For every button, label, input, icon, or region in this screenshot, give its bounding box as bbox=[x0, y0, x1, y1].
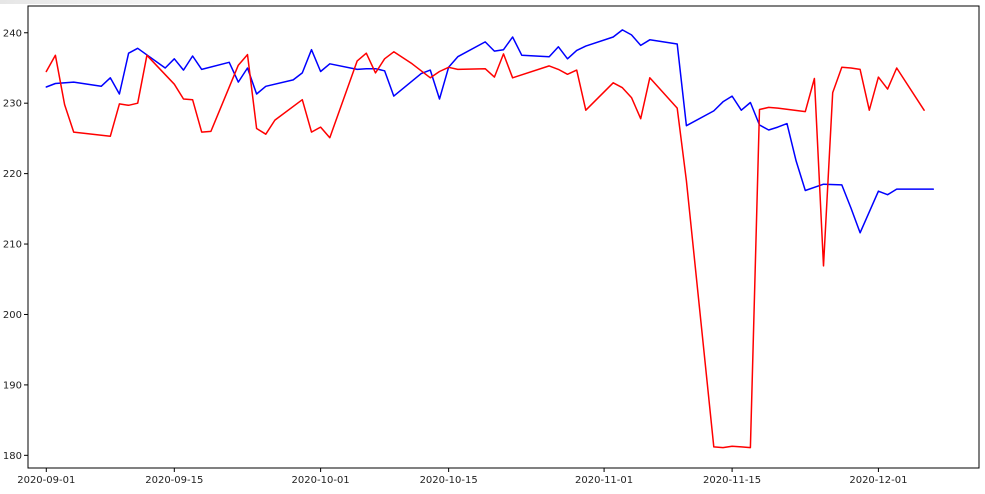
y-tick-label: 180 bbox=[3, 451, 22, 462]
plot-frame bbox=[27, 5, 980, 469]
series-line-0 bbox=[45, 29, 935, 234]
y-axis: 180 190 200 210 220 230 240 bbox=[3, 28, 28, 462]
y-tick-label: 240 bbox=[3, 28, 22, 39]
x-tick-label: 2020-09-01 bbox=[17, 475, 75, 486]
x-tick-label: 2020-10-15 bbox=[420, 475, 478, 486]
x-tick-label: 2020-10-01 bbox=[292, 475, 350, 486]
y-tick-label: 220 bbox=[3, 169, 22, 180]
x-axis: 2020-09-01 2020-09-15 2020-10-01 2020-10-15… bbox=[17, 468, 907, 486]
series-line-1 bbox=[45, 51, 925, 449]
x-tick-label: 2020-11-15 bbox=[703, 475, 761, 486]
series-layer bbox=[45, 29, 935, 449]
y-tick-label: 200 bbox=[3, 310, 22, 321]
y-tick-label: 210 bbox=[3, 240, 22, 251]
y-tick-label: 190 bbox=[3, 380, 22, 391]
x-tick-label: 2020-11-01 bbox=[575, 475, 633, 486]
x-tick-label: 2020-09-15 bbox=[145, 475, 203, 486]
window-edge-shadow bbox=[0, 0, 260, 4]
y-tick-label: 230 bbox=[3, 99, 22, 110]
x-tick-label: 2020-12-01 bbox=[849, 475, 907, 486]
